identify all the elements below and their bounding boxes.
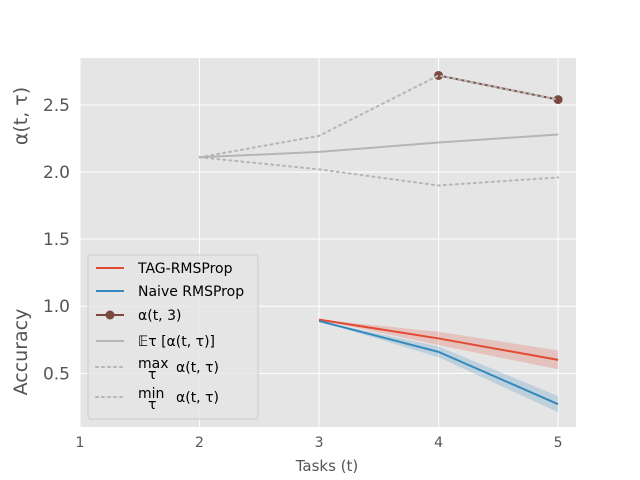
x-tick-label: 2 <box>195 435 204 451</box>
y-tick-label: 1.0 <box>43 297 70 317</box>
legend-label: α(t, 3) <box>138 308 181 324</box>
y-tick-label: 1.5 <box>43 230 70 250</box>
legend: TAG-RMSProp Naive RMSProp α(t, 3) 𝔼τ [α(t, … <box>87 254 259 420</box>
legend-label: TAG-RMSProp <box>137 261 233 277</box>
legend-label: max <box>138 356 169 372</box>
tick-labels: 1 2 3 4 5 0.5 1.0 1.5 2.0 2.5 <box>43 96 563 451</box>
y-tick-label: 2.5 <box>43 96 70 116</box>
legend-label: α(t, τ) <box>176 360 219 376</box>
confidence-bands <box>319 319 559 413</box>
series-lines <box>198 70 563 406</box>
y-axis-label-bottom: Accuracy <box>10 309 32 396</box>
series-line <box>198 74 560 159</box>
x-tick-label: 4 <box>434 435 443 451</box>
legend-subscript: τ <box>148 367 156 383</box>
y-tick-label: 2.0 <box>43 163 70 183</box>
legend-box <box>87 254 259 420</box>
series-line <box>198 156 560 187</box>
x-tick-label: 3 <box>315 435 324 451</box>
x-axis-label: Tasks (t) <box>295 457 359 475</box>
grid <box>79 58 576 427</box>
legend-label: α(t, τ) <box>176 390 219 406</box>
legend-label: min <box>138 386 164 402</box>
series-point <box>553 95 563 105</box>
series-line <box>199 133 559 159</box>
legend-label: 𝔼τ [α(t, τ)] <box>138 334 215 350</box>
series-line <box>318 318 559 361</box>
x-tick-label: 1 <box>76 435 85 451</box>
y-axis-label-top: α(t, τ) <box>10 87 32 145</box>
y-tick-label: 0.5 <box>43 364 70 384</box>
legend-marker <box>105 310 115 320</box>
series-line <box>318 320 559 406</box>
legend-subscript: τ <box>148 397 156 413</box>
legend-label: Naive RMSProp <box>138 284 244 300</box>
x-tick-label: 5 <box>554 435 563 451</box>
confidence-band <box>319 319 559 370</box>
